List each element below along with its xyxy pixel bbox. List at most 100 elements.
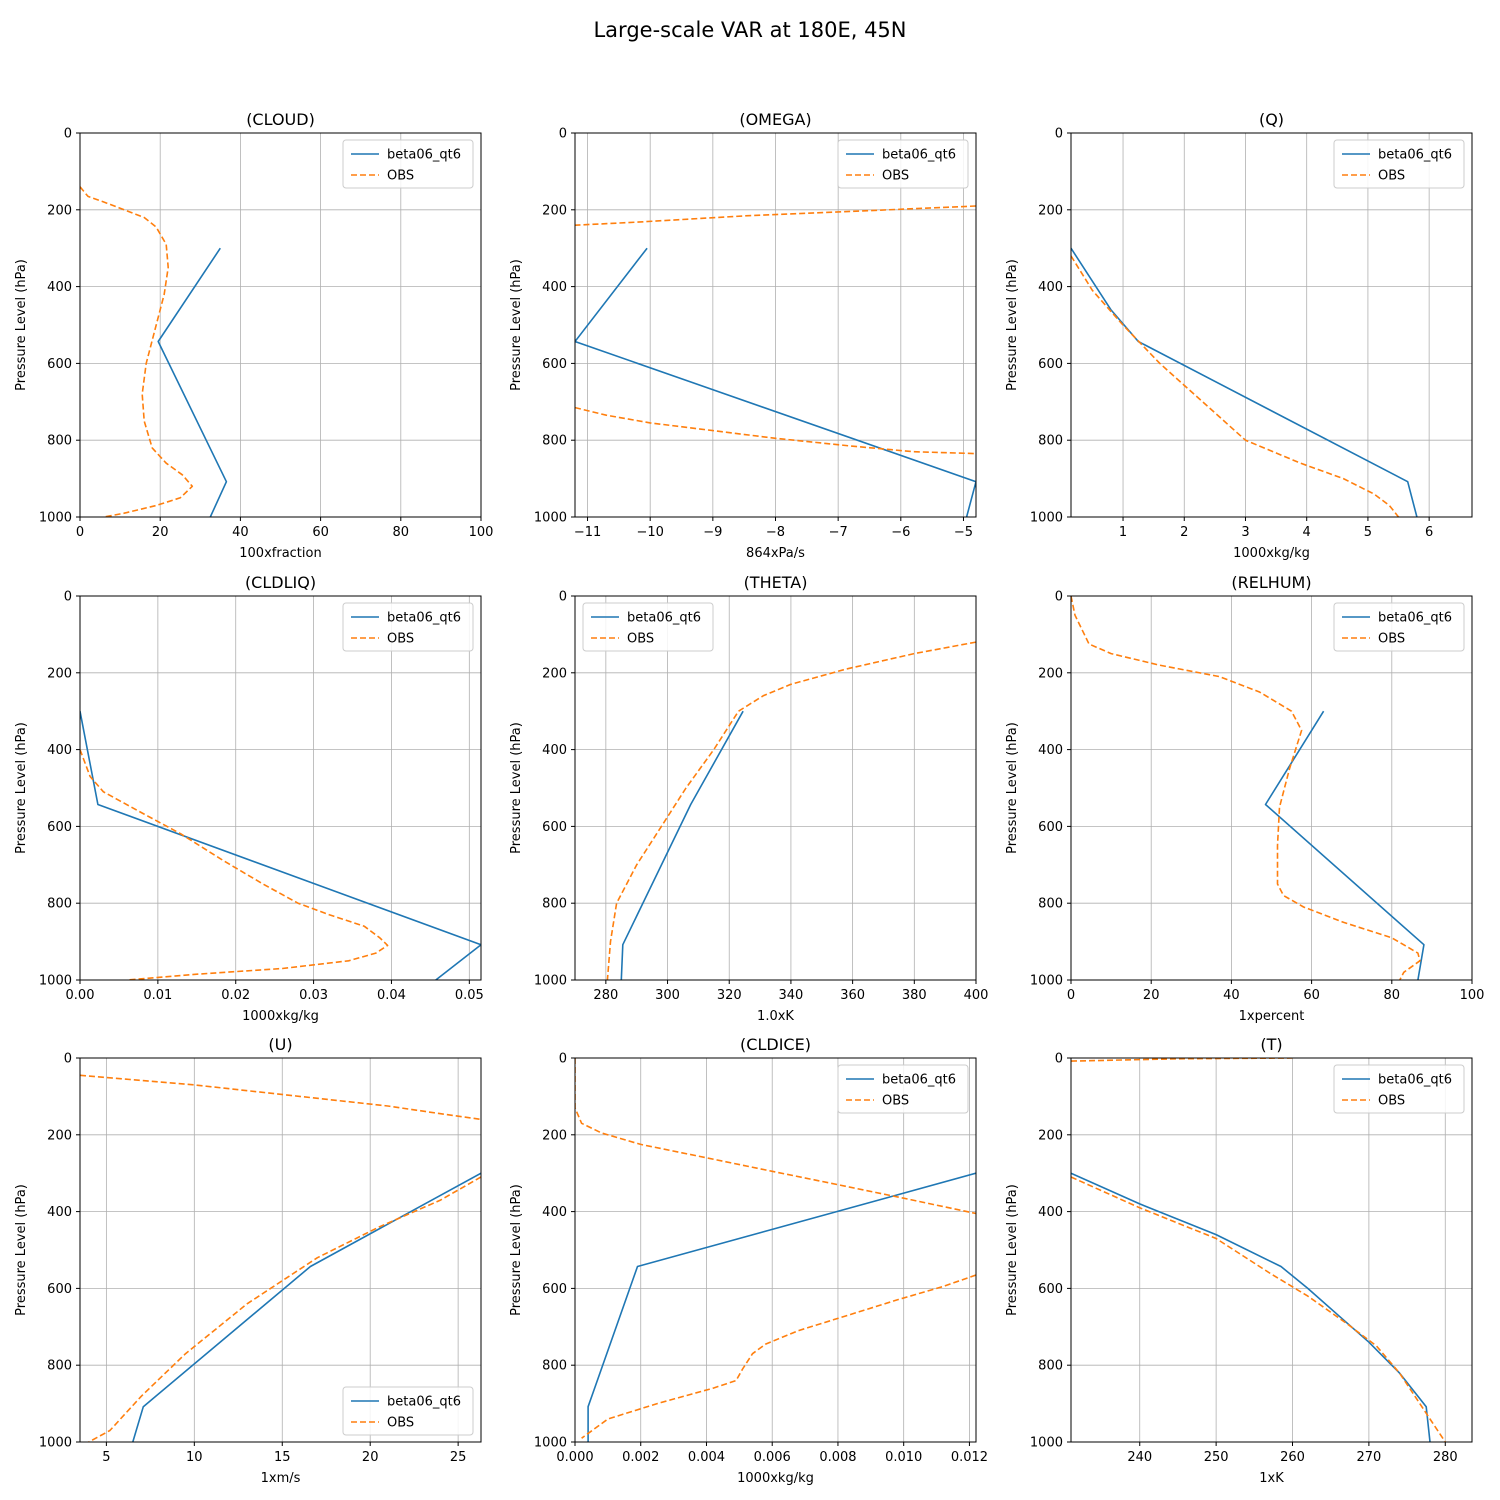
legend-label: beta06_qt6 — [1378, 148, 1452, 163]
x-tick-label: −5 — [954, 525, 973, 540]
legend-label: OBS — [387, 1416, 414, 1431]
y-tick-label: 1000 — [1030, 974, 1063, 989]
y-tick-label: 600 — [1038, 820, 1063, 835]
series-group — [80, 1074, 481, 1442]
y-tick-label: 0 — [1055, 590, 1063, 605]
y-tick-label: 0 — [64, 1052, 72, 1067]
axes-frame — [1070, 1057, 1473, 1443]
y-tick-label: 0 — [64, 590, 72, 605]
y-tick-label: 800 — [542, 1359, 567, 1374]
panel-title: (CLOUD) — [246, 110, 315, 129]
x-tick-label: 0.010 — [885, 1450, 922, 1465]
y-tick-label: 1000 — [1030, 511, 1063, 526]
x-tick-label: 80 — [393, 525, 410, 540]
x-tick-label: 40 — [1223, 988, 1240, 1003]
x-tick-label: 0.04 — [377, 988, 406, 1003]
chart-panel-5: 0 20 40 60 80 10002004006008001000(RELHUM)1xp… — [1005, 573, 1484, 1024]
legend: beta06_qt6 OBS — [342, 1386, 474, 1436]
x-tick-label: 400 — [964, 988, 989, 1003]
series-line-obs — [606, 641, 976, 980]
x-tick-label: 340 — [779, 988, 804, 1003]
y-tick-label: 600 — [47, 820, 72, 835]
y-axis-label: Pressure Level (hPa) — [1005, 722, 1020, 854]
legend-label: beta06_qt6 — [882, 148, 956, 163]
x-tick-label: 0 — [76, 525, 84, 540]
axes-frame — [79, 1057, 482, 1443]
legend-box — [342, 602, 474, 652]
y-tick-label: 600 — [542, 1282, 567, 1297]
x-tick-label: 20 — [1143, 988, 1160, 1003]
legend-box — [837, 139, 969, 189]
panel-title: (U) — [268, 1035, 292, 1054]
x-tick-label: 360 — [840, 988, 865, 1003]
legend: beta06_qt6 OBS — [837, 139, 969, 189]
legend-box — [1333, 602, 1465, 652]
x-tick-label: −8 — [766, 525, 785, 540]
legend-label: OBS — [1378, 632, 1405, 647]
series-line-obs — [80, 1074, 481, 1121]
x-tick-label: 0.05 — [455, 988, 484, 1003]
x-tick-label: 3 — [1241, 525, 1249, 540]
axes-frame — [1070, 132, 1473, 518]
legend-label: beta06_qt6 — [387, 611, 461, 626]
legend: beta06_qt6 OBS — [342, 139, 474, 189]
legend-label: beta06_qt6 — [627, 611, 701, 626]
series-line-model — [587, 1172, 976, 1442]
series-line-obs — [581, 1274, 976, 1439]
panel-title: (RELHUM) — [1231, 573, 1311, 592]
figure-title: Large-scale VAR at 180E, 45N — [593, 18, 906, 42]
legend: beta06_qt6 OBS — [837, 1064, 969, 1114]
y-tick-label: 200 — [1038, 666, 1063, 681]
legend-label: OBS — [1378, 1094, 1405, 1109]
series-line-model — [80, 711, 481, 980]
series-line-obs — [575, 1058, 976, 1215]
x-tick-label: 1 — [1119, 525, 1127, 540]
y-axis-label: Pressure Level (hPa) — [1005, 259, 1020, 391]
legend-label: OBS — [627, 632, 654, 647]
y-tick-label: 800 — [47, 434, 72, 449]
panels-grid: 0 20 40 60 80 10002004006008001000(CLOUD)100x… — [14, 110, 1484, 1486]
series-line-obs — [1071, 596, 1421, 980]
x-tick-label: 6 — [1425, 525, 1433, 540]
y-tick-label: 600 — [47, 357, 72, 372]
series-line-obs — [80, 186, 194, 517]
y-tick-label: 1000 — [534, 1436, 567, 1451]
y-tick-label: 1000 — [534, 511, 567, 526]
x-tick-label: 15 — [274, 1450, 291, 1465]
x-axis-label: 1000xkg/kg — [242, 1009, 319, 1024]
y-axis-label: Pressure Level (hPa) — [14, 259, 29, 391]
x-tick-label: 0.00 — [66, 988, 95, 1003]
y-tick-label: 600 — [542, 357, 567, 372]
x-tick-label: 2 — [1180, 525, 1188, 540]
y-tick-label: 400 — [542, 1205, 567, 1220]
x-tick-label: 0 — [1067, 988, 1075, 1003]
x-tick-label: −9 — [703, 525, 722, 540]
y-tick-label: 0 — [559, 1052, 567, 1067]
legend-label: OBS — [387, 169, 414, 184]
x-tick-label: 0.012 — [951, 1450, 988, 1465]
x-tick-label: 10 — [186, 1450, 203, 1465]
x-tick-label: 250 — [1204, 1450, 1229, 1465]
x-tick-label: 40 — [232, 525, 249, 540]
legend: beta06_qt6 OBS — [1333, 139, 1465, 189]
chart-panel-6: 5 10 15 20 25 0 200 400 600 800 1000 (U) 1xm/s Pressu… — [14, 1035, 482, 1486]
series-line-model — [575, 247, 976, 517]
chart-panel-4: 280 300 320 340 360 380 400 0 200 400 600 800 1000 (T… — [509, 573, 988, 1024]
series-group — [1071, 596, 1425, 980]
series-group — [575, 205, 976, 517]
x-tick-label: 5 — [1364, 525, 1372, 540]
x-tick-label: 0.002 — [622, 1450, 659, 1465]
series-group — [1071, 1058, 1446, 1442]
y-tick-label: 1000 — [1030, 1436, 1063, 1451]
y-tick-label: 600 — [1038, 357, 1063, 372]
panel-title: (T) — [1260, 1035, 1282, 1054]
x-tick-label: 100 — [469, 525, 494, 540]
y-axis-label: Pressure Level (hPa) — [1005, 1184, 1020, 1316]
legend: beta06_qt6 OBS — [1333, 602, 1465, 652]
x-tick-label: 4 — [1303, 525, 1311, 540]
legend-label: beta06_qt6 — [1378, 611, 1452, 626]
x-tick-label: 270 — [1356, 1450, 1381, 1465]
axes-frame — [1070, 595, 1473, 981]
x-tick-label: 320 — [717, 988, 742, 1003]
series-line-model — [620, 710, 744, 980]
